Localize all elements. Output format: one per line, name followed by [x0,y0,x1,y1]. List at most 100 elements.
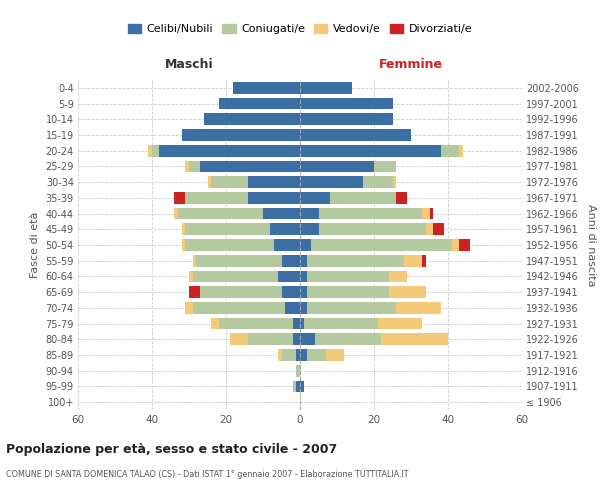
Bar [300,239,452,251]
Bar [182,129,300,141]
Bar [300,380,304,392]
Bar [185,224,300,235]
Bar [300,302,440,314]
Bar [300,98,392,110]
Bar [300,255,422,266]
Bar [193,255,300,266]
Bar [300,208,433,220]
Bar [211,176,300,188]
Bar [300,192,396,204]
Text: Maschi: Maschi [164,58,214,70]
Bar [233,82,300,94]
Bar [160,145,300,156]
Bar [300,192,407,204]
Bar [248,176,300,188]
Bar [174,192,300,204]
Bar [300,286,426,298]
Bar [300,239,459,251]
Y-axis label: Fasce di età: Fasce di età [30,212,40,278]
Bar [281,349,300,361]
Bar [300,224,445,235]
Bar [200,286,300,298]
Bar [300,380,304,392]
Bar [193,302,300,314]
Bar [300,302,396,314]
Bar [300,318,304,330]
Bar [300,82,352,94]
Bar [300,286,389,298]
Bar [182,224,300,235]
Bar [174,208,300,220]
Bar [185,192,300,204]
Bar [189,160,300,172]
Bar [293,334,300,345]
Y-axis label: Anni di nascita: Anni di nascita [586,204,596,286]
Bar [230,334,300,345]
Bar [233,82,300,94]
Bar [300,160,396,172]
Bar [233,82,300,94]
Legend: Celibi/Nubili, Coniugati/e, Vedovi/e, Divorziati/e: Celibi/Nubili, Coniugati/e, Vedovi/e, Di… [124,20,476,39]
Bar [300,349,344,361]
Bar [300,224,426,235]
Bar [296,365,300,376]
Bar [300,129,411,141]
Bar [300,82,352,94]
Text: Popolazione per età, sesso e stato civile - 2007: Popolazione per età, sesso e stato civil… [6,442,337,456]
Bar [248,192,300,204]
Bar [300,318,422,330]
Bar [189,270,300,282]
Bar [193,270,300,282]
Bar [300,349,344,361]
Bar [218,98,300,110]
Bar [300,176,396,188]
Bar [300,129,411,141]
Bar [208,176,300,188]
Bar [271,224,300,235]
Bar [278,349,300,361]
Bar [274,239,300,251]
Bar [189,286,300,298]
Bar [300,160,396,172]
Bar [148,145,300,156]
Bar [300,286,307,298]
Bar [300,160,374,172]
Bar [300,224,433,235]
Bar [300,286,426,298]
Bar [208,176,300,188]
Bar [185,302,300,314]
Bar [300,270,307,282]
Bar [281,286,300,298]
Bar [182,129,300,141]
Bar [300,145,463,156]
Bar [204,114,300,125]
Bar [185,192,300,204]
Bar [174,208,300,220]
Bar [300,255,426,266]
Bar [300,349,307,361]
Bar [218,98,300,110]
Bar [296,349,300,361]
Text: Femmine: Femmine [379,58,443,70]
Bar [300,129,411,141]
Bar [300,334,448,345]
Bar [178,208,300,220]
Bar [185,160,300,172]
Bar [300,114,392,125]
Bar [300,114,392,125]
Bar [300,302,307,314]
Bar [300,239,311,251]
Bar [300,255,307,266]
Bar [300,270,407,282]
Bar [300,270,407,282]
Bar [300,255,404,266]
Bar [300,349,326,361]
Bar [300,334,315,345]
Bar [233,82,300,94]
Bar [189,270,300,282]
Bar [148,145,300,156]
Bar [300,98,392,110]
Bar [300,145,463,156]
Bar [182,224,300,235]
Bar [300,302,440,314]
